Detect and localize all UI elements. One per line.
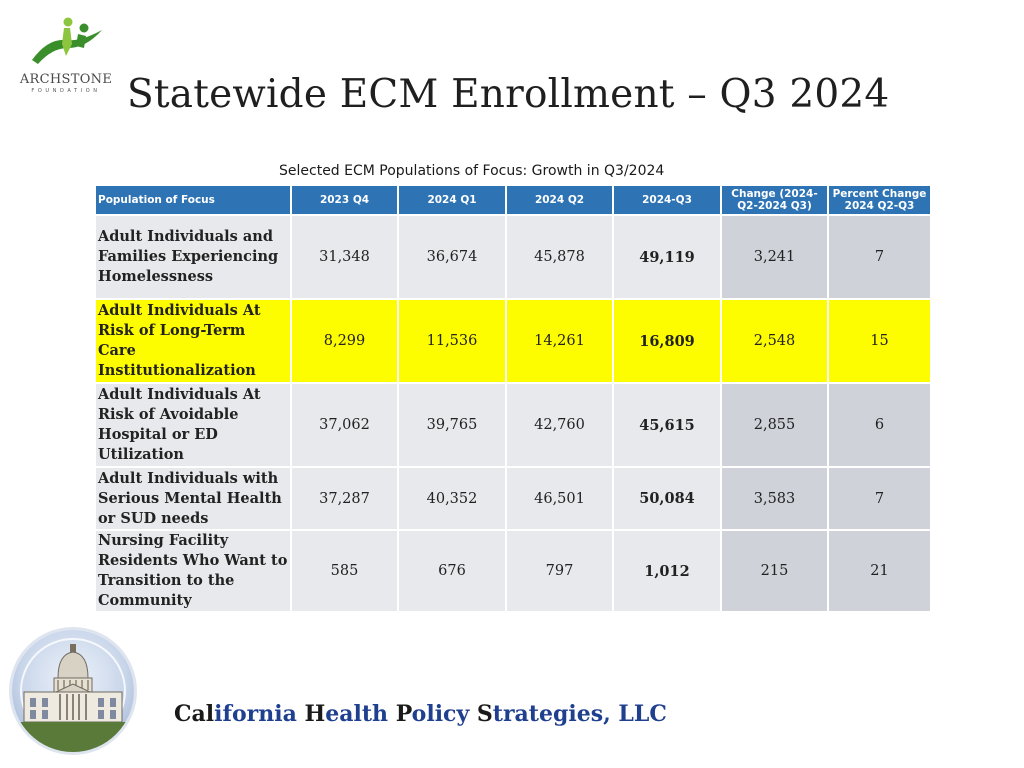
logo-name: ARCHSTONE: [19, 72, 113, 87]
value-cell-2023-q4: 37,062: [290, 382, 399, 468]
value-cell-2024-q2: 42,760: [505, 382, 614, 468]
archstone-figures-icon: [32, 17, 102, 64]
column-header-2024-q1: 2024 Q1: [397, 184, 507, 216]
value-cell-2023-q4: 585: [290, 529, 399, 613]
value-cell-change: 215: [720, 529, 829, 613]
value-cell-2024-q1: 40,352: [397, 466, 507, 531]
value-cell-2024-q3: 1,012: [612, 529, 722, 613]
enrollment-table: Population of Focus 2023 Q4 2024 Q1 2024…: [94, 184, 932, 613]
column-header-2023-q4: 2023 Q4: [290, 184, 399, 216]
value-cell-2024-q1: 39,765: [397, 382, 507, 468]
value-cell-2023-q4: 37,287: [290, 466, 399, 531]
value-cell-2024-q2: 45,878: [505, 214, 614, 300]
column-header-percent-change: Percent Change 2024 Q2-Q3: [827, 184, 932, 216]
value-cell-2023-q4: 8,299: [290, 298, 399, 384]
value-cell-percent-change: 21: [827, 529, 932, 613]
column-header-2024-q3: 2024-Q3: [612, 184, 722, 216]
population-cell: Adult Individuals At Risk of Avoidable H…: [94, 382, 292, 468]
value-cell-2024-q3: 16,809: [612, 298, 722, 384]
value-cell-percent-change: 15: [827, 298, 932, 384]
value-cell-percent-change: 7: [827, 214, 932, 300]
value-cell-2024-q2: 46,501: [505, 466, 614, 531]
table-caption: Selected ECM Populations of Focus: Growt…: [279, 163, 665, 179]
value-cell-2023-q4: 31,348: [290, 214, 399, 300]
table-row: Adult Individuals and Families Experienc…: [94, 214, 932, 300]
logo-subtitle: FOUNDATION: [31, 88, 101, 94]
value-cell-2024-q1: 36,674: [397, 214, 507, 300]
value-cell-change: 2,548: [720, 298, 829, 384]
capitol-dome-icon: [12, 638, 134, 752]
table-row: Adult Individuals At Risk of Avoidable H…: [94, 382, 932, 468]
column-header-2024-q2: 2024 Q2: [505, 184, 614, 216]
population-cell: Adult Individuals At Risk of Long-Term C…: [94, 298, 292, 384]
column-header-change: Change (2024-Q2-2024 Q3): [720, 184, 829, 216]
value-cell-change: 2,855: [720, 382, 829, 468]
value-cell-change: 3,241: [720, 214, 829, 300]
value-cell-2024-q2: 14,261: [505, 298, 614, 384]
footer-part-rest: trategies, LLC: [492, 701, 667, 727]
footer-part-rest: ifornia: [214, 701, 305, 727]
footer-part-rest: ealth: [325, 701, 396, 727]
capitol-seal: [12, 630, 134, 752]
population-cell: Nursing Facility Residents Who Want to T…: [94, 529, 292, 613]
footer-part-cap: H: [304, 701, 326, 727]
value-cell-change: 3,583: [720, 466, 829, 531]
table-header-row: Population of Focus 2023 Q4 2024 Q1 2024…: [94, 184, 932, 216]
footer-part-cap: Cal: [174, 701, 215, 727]
table-row: Adult Individuals with Serious Mental He…: [94, 466, 932, 531]
column-header-population: Population of Focus: [94, 184, 292, 216]
footer-part-rest: olicy: [411, 701, 477, 727]
value-cell-2024-q1: 11,536: [397, 298, 507, 384]
value-cell-2024-q3: 49,119: [612, 214, 722, 300]
population-cell: Adult Individuals and Families Experienc…: [94, 214, 292, 300]
table-row-highlighted: Adult Individuals At Risk of Long-Term C…: [94, 298, 932, 384]
value-cell-2024-q2: 797: [505, 529, 614, 613]
value-cell-2024-q1: 676: [397, 529, 507, 613]
footer-company-name: California Health Policy Strategies, LLC: [174, 701, 667, 727]
footer-part-cap: S: [476, 701, 493, 727]
value-cell-2024-q3: 45,615: [612, 382, 722, 468]
value-cell-2024-q3: 50,084: [612, 466, 722, 531]
value-cell-percent-change: 7: [827, 466, 932, 531]
footer-part-cap: P: [395, 701, 412, 727]
page-title: Statewide ECM Enrollment – Q3 2024: [127, 72, 890, 117]
value-cell-percent-change: 6: [827, 382, 932, 468]
population-cell: Adult Individuals with Serious Mental He…: [94, 466, 292, 531]
table-row: Nursing Facility Residents Who Want to T…: [94, 529, 932, 613]
archstone-logo: ARCHSTONE FOUNDATION: [18, 16, 114, 96]
